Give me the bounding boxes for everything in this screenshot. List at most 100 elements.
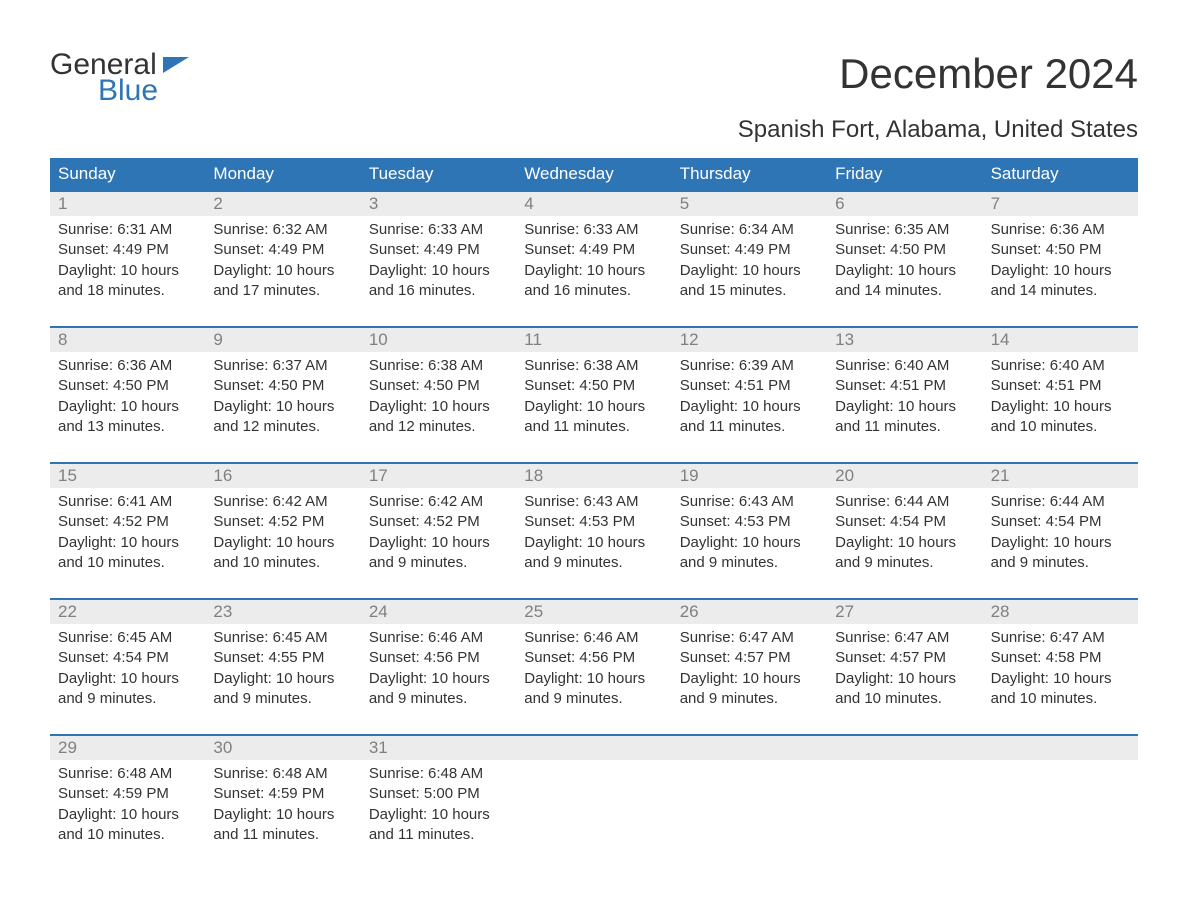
day-number: 19: [672, 464, 827, 488]
sunrise-text: Sunrise: 6:33 AM: [369, 220, 508, 240]
daylight-line2: and 14 minutes.: [991, 281, 1130, 301]
daylight-line1: Daylight: 10 hours: [991, 261, 1130, 281]
sunset-text: Sunset: 4:49 PM: [58, 240, 197, 260]
daylight-line2: and 11 minutes.: [524, 417, 663, 437]
daylight-line1: Daylight: 10 hours: [524, 669, 663, 689]
day-number: 21: [983, 464, 1138, 488]
day-cell: Sunrise: 6:34 AMSunset: 4:49 PMDaylight:…: [672, 216, 827, 312]
calendar: Sunday Monday Tuesday Wednesday Thursday…: [50, 158, 1138, 856]
dow-friday: Friday: [827, 158, 982, 190]
sunrise-text: Sunrise: 6:47 AM: [991, 628, 1130, 648]
day-cell: Sunrise: 6:38 AMSunset: 4:50 PMDaylight:…: [516, 352, 671, 448]
daylight-line2: and 10 minutes.: [991, 689, 1130, 709]
sunset-text: Sunset: 4:50 PM: [213, 376, 352, 396]
daylight-line2: and 16 minutes.: [369, 281, 508, 301]
daylight-line2: and 9 minutes.: [680, 553, 819, 573]
calendar-week: 1234567Sunrise: 6:31 AMSunset: 4:49 PMDa…: [50, 190, 1138, 312]
day-number: 18: [516, 464, 671, 488]
header: General Blue December 2024 Spanish Fort,…: [50, 50, 1138, 144]
sunrise-text: Sunrise: 6:42 AM: [213, 492, 352, 512]
day-cell: Sunrise: 6:42 AMSunset: 4:52 PMDaylight:…: [361, 488, 516, 584]
daylight-line2: and 10 minutes.: [835, 689, 974, 709]
daylight-line2: and 18 minutes.: [58, 281, 197, 301]
location-subtitle: Spanish Fort, Alabama, United States: [738, 116, 1138, 144]
sunrise-text: Sunrise: 6:47 AM: [835, 628, 974, 648]
day-number: 28: [983, 600, 1138, 624]
calendar-week: 891011121314Sunrise: 6:36 AMSunset: 4:50…: [50, 326, 1138, 448]
sunset-text: Sunset: 4:54 PM: [991, 512, 1130, 532]
day-cell: Sunrise: 6:37 AMSunset: 4:50 PMDaylight:…: [205, 352, 360, 448]
sunset-text: Sunset: 4:53 PM: [680, 512, 819, 532]
sunset-text: Sunset: 4:49 PM: [213, 240, 352, 260]
sunrise-text: Sunrise: 6:31 AM: [58, 220, 197, 240]
day-number: 7: [983, 192, 1138, 216]
sunrise-text: Sunrise: 6:43 AM: [680, 492, 819, 512]
day-number: [827, 736, 982, 760]
daylight-line2: and 12 minutes.: [369, 417, 508, 437]
daylight-line1: Daylight: 10 hours: [524, 533, 663, 553]
day-cell: [516, 760, 671, 856]
dow-header: Sunday Monday Tuesday Wednesday Thursday…: [50, 158, 1138, 190]
daylight-line1: Daylight: 10 hours: [524, 397, 663, 417]
daylight-line2: and 14 minutes.: [835, 281, 974, 301]
sunrise-text: Sunrise: 6:46 AM: [524, 628, 663, 648]
dow-wednesday: Wednesday: [516, 158, 671, 190]
daylight-line1: Daylight: 10 hours: [835, 669, 974, 689]
sunset-text: Sunset: 4:50 PM: [835, 240, 974, 260]
daylight-line1: Daylight: 10 hours: [369, 669, 508, 689]
day-cell: Sunrise: 6:46 AMSunset: 4:56 PMDaylight:…: [361, 624, 516, 720]
daynum-row: 15161718192021: [50, 464, 1138, 488]
month-title: December 2024: [738, 50, 1138, 98]
daylight-line2: and 15 minutes.: [680, 281, 819, 301]
day-cell: Sunrise: 6:39 AMSunset: 4:51 PMDaylight:…: [672, 352, 827, 448]
daylight-line2: and 16 minutes.: [524, 281, 663, 301]
daylight-line1: Daylight: 10 hours: [680, 261, 819, 281]
sunrise-text: Sunrise: 6:35 AM: [835, 220, 974, 240]
sunset-text: Sunset: 4:49 PM: [369, 240, 508, 260]
daylight-line2: and 13 minutes.: [58, 417, 197, 437]
day-cell: Sunrise: 6:44 AMSunset: 4:54 PMDaylight:…: [827, 488, 982, 584]
daylight-line2: and 9 minutes.: [991, 553, 1130, 573]
sunset-text: Sunset: 4:52 PM: [213, 512, 352, 532]
day-number: 24: [361, 600, 516, 624]
day-cell: Sunrise: 6:45 AMSunset: 4:55 PMDaylight:…: [205, 624, 360, 720]
sunrise-text: Sunrise: 6:46 AM: [369, 628, 508, 648]
daylight-line2: and 10 minutes.: [213, 553, 352, 573]
daylight-line2: and 9 minutes.: [524, 689, 663, 709]
sunset-text: Sunset: 4:50 PM: [991, 240, 1130, 260]
daynum-row: 1234567: [50, 192, 1138, 216]
brand-word2: Blue: [98, 76, 189, 106]
brand-flag-icon: [163, 57, 189, 73]
sunset-text: Sunset: 4:57 PM: [835, 648, 974, 668]
daylight-line1: Daylight: 10 hours: [991, 669, 1130, 689]
sunrise-text: Sunrise: 6:33 AM: [524, 220, 663, 240]
daylight-line1: Daylight: 10 hours: [680, 397, 819, 417]
daylight-line1: Daylight: 10 hours: [213, 805, 352, 825]
day-number: 22: [50, 600, 205, 624]
sunrise-text: Sunrise: 6:38 AM: [369, 356, 508, 376]
day-number: 20: [827, 464, 982, 488]
daylight-line1: Daylight: 10 hours: [835, 533, 974, 553]
day-number: 2: [205, 192, 360, 216]
dow-thursday: Thursday: [672, 158, 827, 190]
daylight-line2: and 11 minutes.: [835, 417, 974, 437]
sunset-text: Sunset: 4:59 PM: [213, 784, 352, 804]
sunrise-text: Sunrise: 6:48 AM: [213, 764, 352, 784]
sunrise-text: Sunrise: 6:48 AM: [58, 764, 197, 784]
day-cell: Sunrise: 6:43 AMSunset: 4:53 PMDaylight:…: [672, 488, 827, 584]
daylight-line2: and 12 minutes.: [213, 417, 352, 437]
daylight-line2: and 17 minutes.: [213, 281, 352, 301]
dow-saturday: Saturday: [983, 158, 1138, 190]
day-number: 15: [50, 464, 205, 488]
daylight-line1: Daylight: 10 hours: [991, 397, 1130, 417]
daylight-line1: Daylight: 10 hours: [213, 397, 352, 417]
daylight-line2: and 9 minutes.: [369, 553, 508, 573]
daylight-line2: and 9 minutes.: [835, 553, 974, 573]
sunrise-text: Sunrise: 6:40 AM: [991, 356, 1130, 376]
daylight-line2: and 9 minutes.: [213, 689, 352, 709]
daylight-line2: and 11 minutes.: [369, 825, 508, 845]
day-number: 8: [50, 328, 205, 352]
sunset-text: Sunset: 4:54 PM: [58, 648, 197, 668]
sunset-text: Sunset: 4:52 PM: [369, 512, 508, 532]
day-number: 10: [361, 328, 516, 352]
